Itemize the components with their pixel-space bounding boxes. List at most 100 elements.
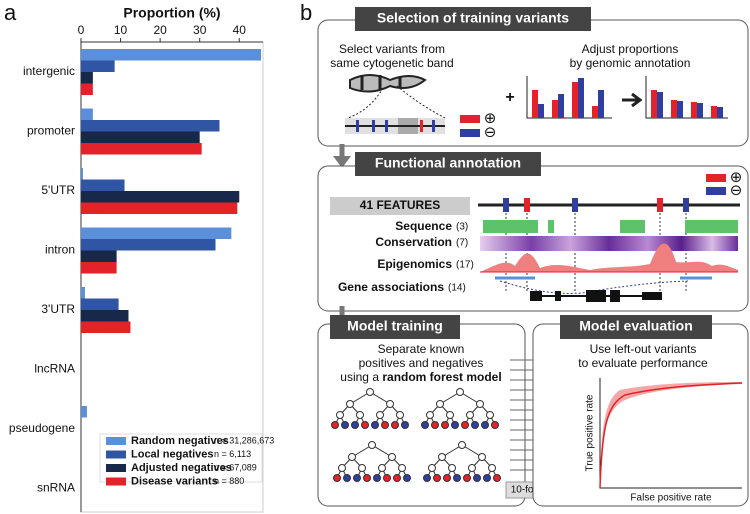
- features-label: 41 FEATURES: [360, 198, 440, 212]
- bar: [81, 168, 83, 180]
- neg-swatch: [706, 187, 726, 195]
- tree-node: [438, 453, 446, 461]
- feature-rows: Sequence (3) Conservation (7) Epigenomics (17…: [338, 219, 474, 294]
- tree-node: [366, 388, 374, 396]
- chromosome: [345, 74, 446, 134]
- row-count: (3): [456, 222, 468, 233]
- tree-node: [371, 421, 379, 429]
- caption: by genomic annotation: [570, 56, 691, 70]
- tree-node: [396, 411, 404, 419]
- legend-swatch: [106, 464, 126, 472]
- tree-node: [441, 421, 449, 429]
- y-tick-label: intergenic: [23, 64, 75, 78]
- y-tick-label: 5'UTR: [41, 183, 75, 197]
- bar: [81, 250, 117, 262]
- tree-node: [428, 464, 436, 472]
- tree-node: [481, 421, 489, 429]
- bar: [81, 120, 220, 132]
- trees: [331, 388, 501, 482]
- tree-node: [403, 474, 411, 482]
- tree-node: [423, 474, 431, 482]
- tree-node: [356, 411, 364, 419]
- caption: to evaluate performance: [578, 356, 708, 370]
- legend-count: n = 67,089: [214, 462, 257, 472]
- pos-symbol: ⊕: [730, 169, 743, 186]
- legend-label: Adjusted negatives: [131, 462, 232, 474]
- neg-symbol: ⊖: [730, 182, 743, 199]
- section-title: Model evaluation: [579, 318, 693, 334]
- tree-node: [346, 400, 354, 408]
- caption: positives and negatives: [359, 356, 484, 370]
- pos-swatch: [460, 115, 480, 123]
- tree-node: [386, 400, 394, 408]
- y-axis-title: True positive rate: [585, 394, 596, 471]
- caption: using a random forest model: [340, 370, 501, 384]
- tree-node: [486, 411, 494, 419]
- tree-node: [468, 464, 476, 472]
- y-tick-label: pseudogene: [9, 421, 75, 435]
- legend-count: n = 880: [214, 476, 244, 486]
- tree-node: [358, 464, 366, 472]
- roc-plot: [599, 378, 743, 489]
- bar: [81, 406, 87, 418]
- bar: [81, 310, 129, 322]
- caption: Use left-out variants: [590, 342, 697, 356]
- section-header: [355, 7, 591, 31]
- row-count: (17): [456, 260, 474, 271]
- caption-bold: random forest model: [382, 370, 501, 384]
- tree-node: [466, 411, 474, 419]
- tree-node: [353, 474, 361, 482]
- tree-node: [436, 400, 444, 408]
- row-label: Conservation: [375, 235, 452, 249]
- tree-node: [463, 474, 471, 482]
- tree-node: [378, 464, 386, 472]
- row-label: Gene associations: [338, 280, 444, 294]
- tree-node: [361, 421, 369, 429]
- tree-node: [376, 411, 384, 419]
- section-header: [330, 315, 460, 339]
- bar: [81, 298, 119, 310]
- cv-label: 10-fold: [511, 485, 542, 496]
- row-count: (7): [456, 238, 468, 249]
- bar: [81, 131, 200, 143]
- tree-node: [476, 400, 484, 408]
- y-tick-label: promoter: [27, 124, 75, 138]
- legend-count: n = 6,113: [214, 449, 251, 459]
- tree-node: [473, 474, 481, 482]
- section-title: Model training: [347, 318, 443, 334]
- neg-symbol: ⊖: [484, 124, 497, 141]
- tree-node: [458, 441, 466, 449]
- tree-node: [461, 421, 469, 429]
- bar: [81, 179, 125, 191]
- row-label: Epigenomics: [377, 257, 452, 271]
- tree-node: [348, 453, 356, 461]
- tree-node: [421, 421, 429, 429]
- x-axis-title: False positive rate: [630, 493, 712, 504]
- legend-swatch: [106, 437, 126, 445]
- bar: [81, 321, 131, 333]
- tree-node: [433, 474, 441, 482]
- bar: [81, 239, 216, 251]
- tree-node: [383, 474, 391, 482]
- annotation-tracks: [478, 198, 740, 302]
- tree-node: [448, 464, 456, 472]
- tree-node: [493, 474, 501, 482]
- neg-swatch: [460, 129, 480, 137]
- tree-node: [426, 411, 434, 419]
- tree-node: [373, 474, 381, 482]
- flow-arrow: [333, 156, 351, 168]
- legend-swatch: [106, 477, 126, 486]
- legend-swatch: [106, 450, 126, 459]
- legend-label: Random negatives: [131, 435, 229, 447]
- caption: Adjust proportions: [582, 42, 679, 56]
- tree-node: [451, 421, 459, 429]
- x-tick-label: 40: [233, 23, 247, 37]
- x-tick-label: 30: [193, 23, 207, 37]
- tree-node: [398, 464, 406, 472]
- tree-node: [393, 474, 401, 482]
- x-axis-title: Proportion (%): [123, 5, 220, 21]
- legend-count: n = 31,286,673: [214, 435, 274, 445]
- pos-symbol: ⊕: [484, 110, 497, 127]
